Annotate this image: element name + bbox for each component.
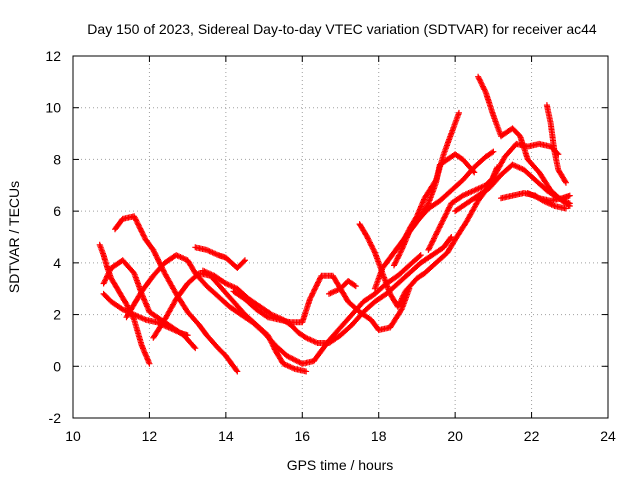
marker-trace xyxy=(150,270,310,375)
plot-frame xyxy=(72,55,609,419)
x-tick-label: 16 xyxy=(294,428,310,444)
x-axis-label: GPS time / hours xyxy=(287,457,394,473)
x-tick-label: 12 xyxy=(142,428,158,444)
y-axis-label: SDTVAR / TECUs xyxy=(6,181,22,293)
marker-trace xyxy=(398,109,462,248)
series-track-20 xyxy=(524,190,573,204)
y-tick-label: 6 xyxy=(53,203,61,219)
series-track-8 xyxy=(199,234,455,346)
series-track-14 xyxy=(398,109,462,248)
series-track-19 xyxy=(543,102,569,186)
y-tick-label: 0 xyxy=(53,358,61,374)
x-tick-label: 22 xyxy=(524,428,540,444)
data-series xyxy=(96,73,573,375)
y-tick-label: 12 xyxy=(45,48,61,64)
series-track-12 xyxy=(371,148,497,292)
x-tick-label: 10 xyxy=(65,428,81,444)
y-tick-label: 4 xyxy=(53,255,61,271)
series-track-6 xyxy=(150,270,310,375)
grid xyxy=(73,56,608,418)
x-tick-label: 20 xyxy=(447,428,463,444)
series-track-10 xyxy=(326,278,359,297)
marker-trace xyxy=(543,102,569,186)
marker-trace xyxy=(475,73,573,209)
marker-trace xyxy=(192,244,248,271)
y-tick-label: 2 xyxy=(53,307,61,323)
chart-title: Day 150 of 2023, Sidereal Day-to-day VTE… xyxy=(87,21,597,37)
axis-ticks xyxy=(72,55,609,419)
marker-trace xyxy=(524,190,573,204)
y-tick-label: 8 xyxy=(53,151,61,167)
x-tick-label: 24 xyxy=(600,428,616,444)
y-tick-label: -2 xyxy=(49,410,62,426)
marker-trace xyxy=(112,213,241,375)
marker-trace xyxy=(230,272,413,334)
x-tick-label: 18 xyxy=(371,428,387,444)
series-track-4 xyxy=(112,213,241,375)
marker-trace xyxy=(371,148,497,292)
series-track-13 xyxy=(391,151,478,269)
series-track-17 xyxy=(475,73,573,209)
marker-trace xyxy=(199,234,455,346)
y-tick-label: 10 xyxy=(45,100,61,116)
series-track-9 xyxy=(230,272,413,334)
marker-trace xyxy=(326,278,359,297)
x-tick-label: 14 xyxy=(218,428,234,444)
series-track-7 xyxy=(192,244,248,271)
marker-trace xyxy=(391,151,478,269)
